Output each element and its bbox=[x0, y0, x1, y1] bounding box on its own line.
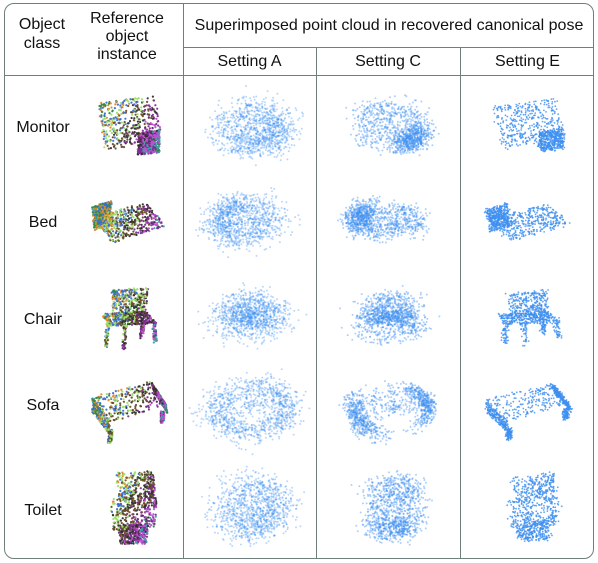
figure-table: Object class Reference object instance S… bbox=[4, 3, 594, 559]
header-reference-instance: Reference object instance bbox=[90, 10, 164, 63]
column-divider bbox=[183, 4, 184, 558]
row-label-bed: Bed bbox=[28, 214, 58, 231]
setting-a-point-cloud-monitor bbox=[204, 85, 304, 167]
reference-point-cloud-toilet bbox=[110, 470, 158, 545]
reference-point-cloud-chair bbox=[102, 287, 158, 351]
setting-a-point-cloud-chair bbox=[197, 282, 308, 350]
header-setting-c: Setting C bbox=[355, 53, 421, 70]
reference-point-cloud-monitor bbox=[98, 95, 162, 156]
row-label-monitor: Monitor bbox=[16, 119, 70, 136]
header-setting-a: Setting A bbox=[217, 53, 282, 70]
reference-point-cloud-sofa bbox=[91, 381, 169, 445]
row-label-chair: Chair bbox=[23, 311, 63, 328]
setting-c-point-cloud-sofa bbox=[338, 380, 438, 446]
setting-c-point-cloud-chair bbox=[339, 284, 441, 347]
setting-c-point-cloud-monitor bbox=[345, 94, 440, 157]
header-divider bbox=[5, 75, 593, 76]
row-label-sofa: Sofa bbox=[26, 397, 60, 414]
header-object-class: Object class bbox=[18, 16, 66, 52]
header-superimposed: Superimposed point cloud in recovered ca… bbox=[194, 17, 584, 34]
setting-e-point-cloud-monitor bbox=[492, 98, 566, 153]
setting-e-point-cloud-bed bbox=[483, 202, 571, 241]
setting-e-point-cloud-sofa bbox=[484, 383, 573, 442]
setting-a-point-cloud-sofa bbox=[188, 368, 311, 456]
setting-e-point-cloud-toilet bbox=[506, 471, 563, 543]
reference-point-cloud-bed bbox=[91, 200, 165, 244]
setting-a-point-cloud-toilet bbox=[201, 465, 306, 548]
row-label-toilet: Toilet bbox=[24, 502, 62, 519]
setting-e-point-cloud-chair bbox=[497, 288, 563, 347]
header-setting-e: Setting E bbox=[495, 53, 560, 70]
header-divider bbox=[183, 47, 593, 48]
setting-c-point-cloud-bed bbox=[337, 194, 431, 244]
setting-c-point-cloud-toilet bbox=[350, 469, 433, 546]
setting-a-point-cloud-bed bbox=[195, 187, 301, 259]
column-divider bbox=[316, 48, 317, 558]
column-divider bbox=[460, 48, 461, 558]
